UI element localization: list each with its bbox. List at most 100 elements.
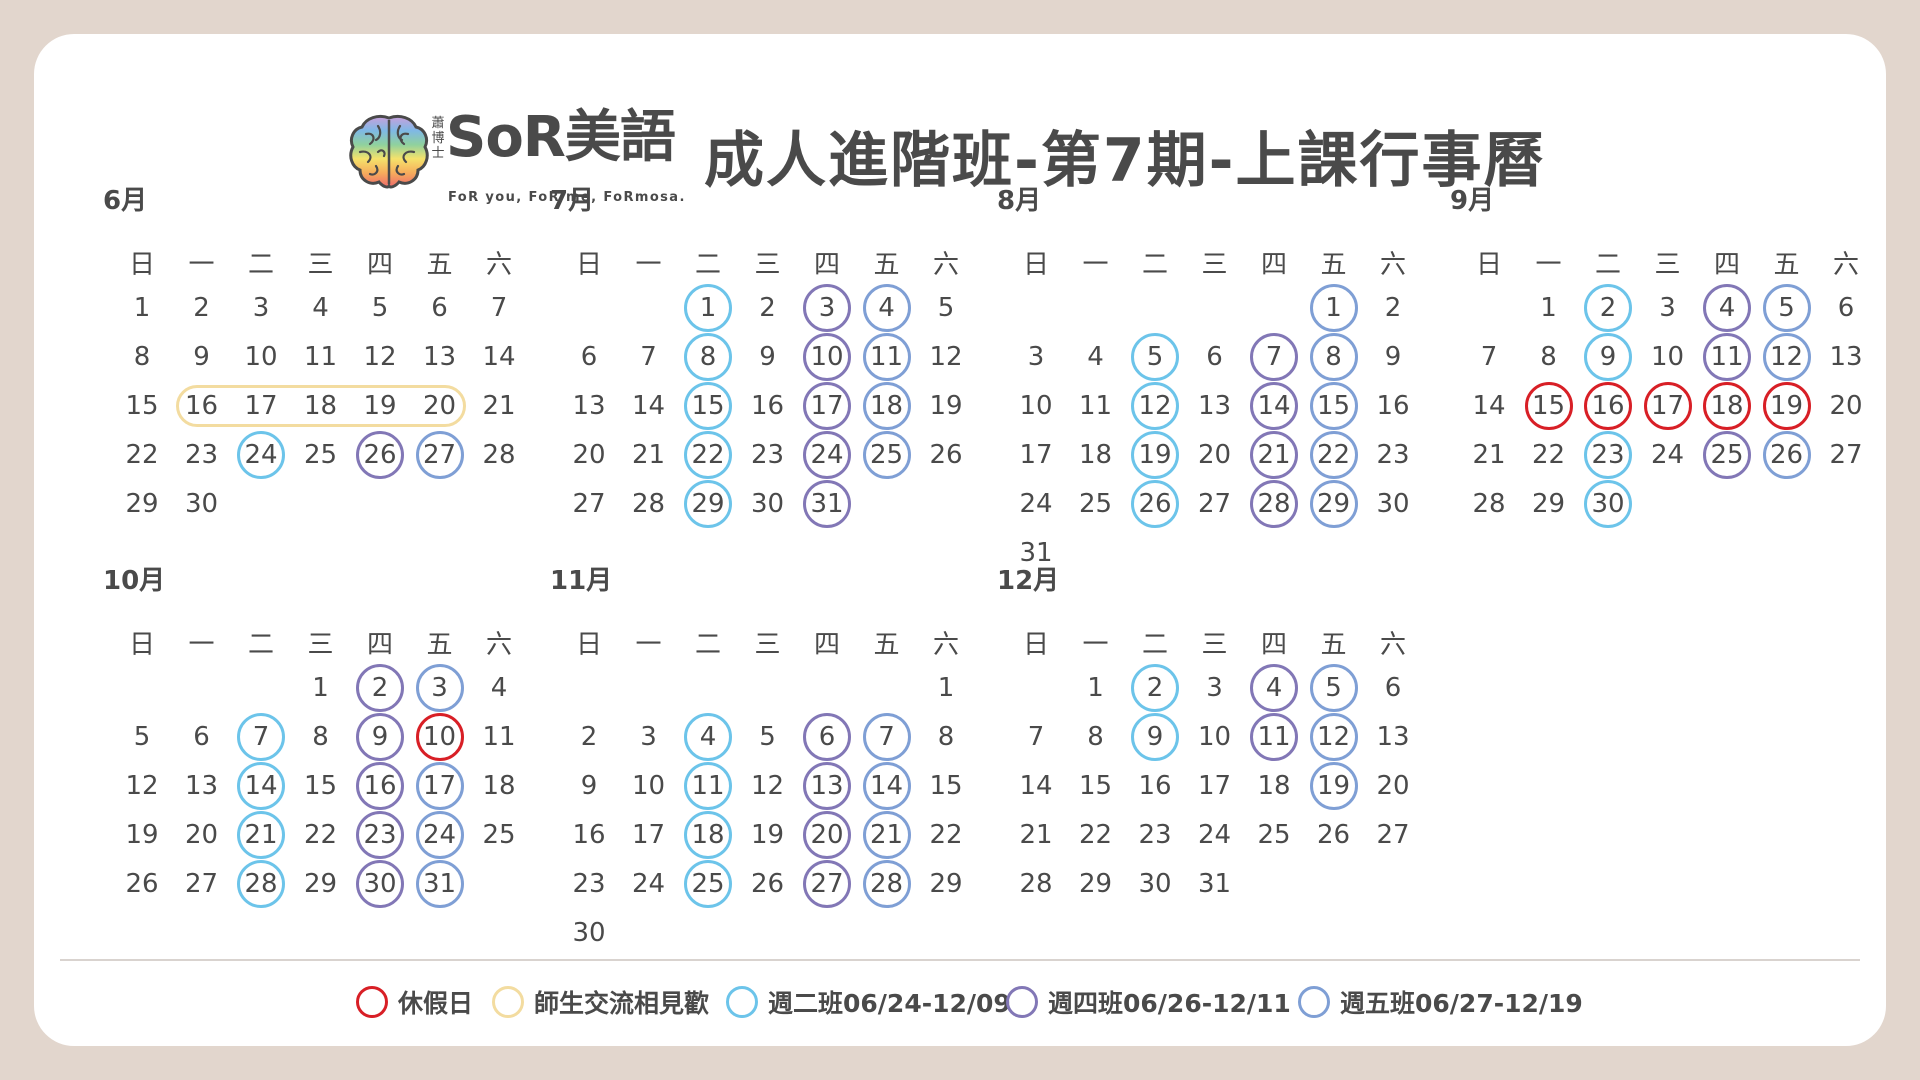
calendar-day: 29: [125, 489, 159, 519]
calendar-day: 18: [1257, 771, 1291, 801]
brand-name-char: 博: [431, 131, 445, 146]
calendar-day: 3: [252, 293, 270, 323]
weekday-label: 五: [873, 629, 900, 660]
calendar-day: 12: [125, 771, 159, 801]
calendar-day: 16: [572, 820, 606, 850]
weekday-label: 四: [366, 629, 393, 660]
calendar-day-marked: 21: [237, 811, 285, 859]
calendar-day-marked: 12: [1762, 333, 1811, 381]
calendar-day-marked: 24: [415, 811, 464, 859]
calendar-day: 13: [1376, 722, 1410, 752]
month-calendar: 9月日一二三四五六 1 2 3 4 5 6 7 8 9 10 11 12 13 14 15 16 17 18 19 20…: [1425, 180, 1863, 540]
calendar-day-marked: 8: [1309, 333, 1358, 381]
calendar-day: 22: [125, 440, 159, 470]
calendar-day-marked: 30: [356, 860, 404, 908]
brand-name-char: 士: [431, 146, 445, 161]
calendar-day-marked: 28: [1250, 480, 1298, 528]
page-title: 成人進階班-第7期-上課行事曆: [704, 126, 1546, 196]
calendar-day: 4: [490, 673, 508, 703]
calendar-day-marked: 5: [1309, 664, 1358, 712]
calendar-day: 30: [184, 489, 219, 519]
calendar-day-marked: 14: [1250, 382, 1298, 430]
calendar-day: 19: [125, 820, 159, 850]
calendar-day-marked: 15: [684, 382, 732, 430]
calendar-day: 12: [750, 771, 785, 801]
calendar-day: 8: [133, 342, 151, 372]
calendar-day: 8: [1540, 342, 1557, 372]
calendar-day-marked: 14: [862, 762, 911, 810]
month-title: 12月: [997, 566, 1060, 596]
month-title: 6月: [103, 186, 148, 216]
legend-label: 週四班06/26-12/11: [1048, 989, 1291, 1018]
weekday-label: 五: [1320, 629, 1347, 660]
calendar-day-marked: 26: [1762, 431, 1811, 479]
weekday-label: 一: [1535, 249, 1562, 280]
calendar-day-marked: 26: [1131, 480, 1179, 528]
calendar-day-marked: 27: [415, 431, 464, 479]
weekday-label: 三: [307, 249, 334, 280]
calendar-day: 6: [193, 722, 210, 752]
calendar-day: 31: [1019, 538, 1053, 568]
calendar-day: 1: [1540, 293, 1557, 323]
calendar-day: 6: [431, 293, 448, 323]
calendar-day: 8: [937, 722, 955, 752]
month-calendar: 11月日一二三四五六 1 2 3 4 5 6 7 8 9 10 11 12 13 14 15 16 17 18 19 2…: [525, 560, 963, 948]
calendar-day-marked: 23: [1584, 431, 1632, 479]
calendar-day: 12: [363, 342, 397, 372]
month-title: 11月: [550, 566, 613, 596]
calendar-day-marked: 3: [415, 664, 464, 712]
calendar-day-marked: 9: [1131, 713, 1179, 761]
calendar-day-marked: 10: [803, 333, 851, 381]
calendar-day-marked: 15: [1309, 382, 1358, 430]
calendar-day-marked: 4: [1250, 664, 1298, 712]
weekday-label: 日: [1022, 629, 1049, 660]
brand-name-char: 蕭: [431, 116, 445, 131]
calendar-day: 8: [1087, 722, 1104, 752]
calendar-day: 20: [422, 391, 457, 421]
weekday-label: 一: [1082, 249, 1109, 280]
calendar-day-marked: 4: [1703, 284, 1751, 332]
calendar-day-marked: 18: [862, 382, 911, 430]
calendar-day: 14: [1472, 391, 1506, 421]
weekday-label: 六: [1379, 629, 1406, 660]
calendar-day-marked: 28: [862, 860, 911, 908]
calendar-day: 18: [1078, 440, 1113, 470]
calendar-day: 5: [937, 293, 955, 323]
calendar-day-marked: 4: [862, 284, 911, 332]
calendar-day: 22: [1531, 440, 1566, 470]
month-calendar: 8月日一二三四五六 1 2 3 4 5 6 7 8 9 10 11 12 13 14 15 16 17 18 19 20…: [972, 180, 1410, 568]
calendar-day-marked: 11: [684, 762, 732, 810]
calendar-day: 22: [1078, 820, 1113, 850]
calendar-day: 21: [631, 440, 666, 470]
calendar-day: 2: [580, 722, 598, 752]
month-title: 9月: [1450, 186, 1495, 216]
calendar-day: 23: [750, 440, 785, 470]
calendar-day: 18: [482, 771, 516, 801]
weekday-label: 四: [813, 249, 840, 280]
calendar-day: 31: [1197, 869, 1232, 899]
calendar-day: 23: [1376, 440, 1410, 470]
calendar-day: 17: [631, 820, 666, 850]
calendar-day: 27: [572, 489, 606, 519]
calendar-day-marked: 11: [862, 333, 911, 381]
calendar-day-marked: 21: [862, 811, 911, 859]
calendar-day: 1: [937, 673, 955, 703]
calendar-day: 18: [303, 391, 338, 421]
weekday-label: 日: [128, 629, 155, 660]
calendar-day: 22: [303, 820, 338, 850]
calendar-day-marked: 27: [803, 860, 851, 908]
month-calendar: 12月日一二三四五六 1 2 3 4 5 6 7 8 9 10 11 12 13 14 15 16 17 18 19 2…: [972, 560, 1410, 920]
calendar-day: 3: [640, 722, 657, 752]
calendar-day: 25: [482, 820, 516, 850]
month-calendar: 6月日一二三四五六 1 2 3 4 5 6 7 8 9 10 11 12 13 14 15 16 17 18 19 20…: [78, 180, 516, 540]
calendar-day: 16: [1376, 391, 1410, 421]
weekday-label: 一: [1082, 629, 1109, 660]
calendar-day: 29: [929, 869, 963, 899]
weekday-label: 五: [873, 249, 900, 280]
calendar-day-marked: 1: [1309, 284, 1358, 332]
weekday-label: 五: [1320, 249, 1347, 280]
calendar-day: 6: [1837, 293, 1855, 323]
calendar-day-marked: 18: [1703, 382, 1751, 430]
calendar-day: 11: [303, 342, 338, 372]
legend-ring-icon: [356, 986, 388, 1018]
